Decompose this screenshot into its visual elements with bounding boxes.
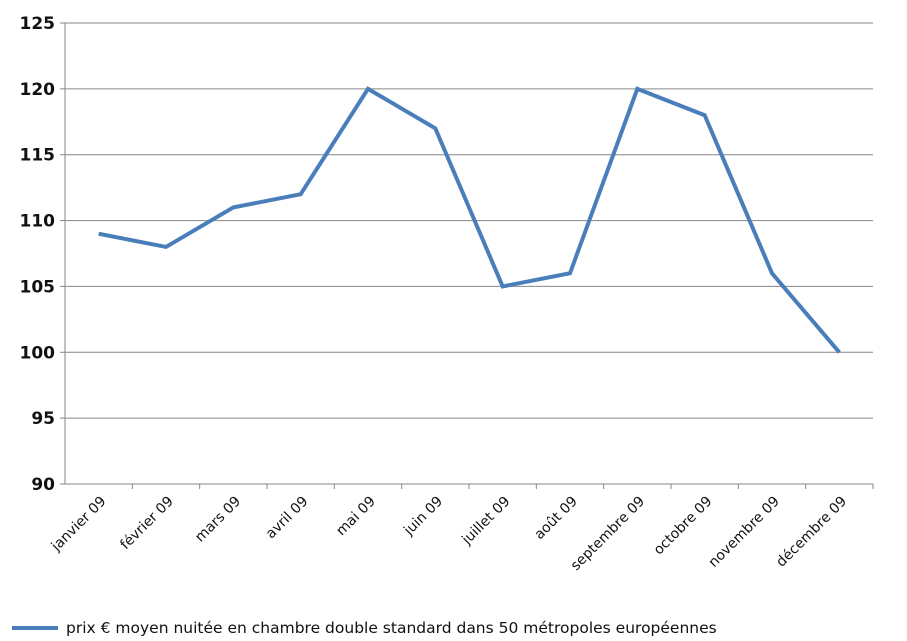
x-tick-label: août 09 <box>531 494 580 543</box>
x-tick-label: novembre 09 <box>706 494 783 571</box>
y-tick-label: 110 <box>20 212 56 232</box>
x-tick-label: mars 09 <box>192 494 244 546</box>
y-tick-label: 105 <box>20 277 56 297</box>
legend-label: prix € moyen nuitée en chambre double st… <box>66 619 717 637</box>
series-line <box>98 86 841 354</box>
x-tick-label: octobre 09 <box>651 494 716 559</box>
x-tick-label: février 09 <box>117 494 176 553</box>
y-tick-label: 115 <box>20 146 56 166</box>
y-tick-label: 90 <box>31 475 55 495</box>
series-layer <box>98 86 841 354</box>
x-tick-labels: janvier 09 février 09 mars 09 avril 09 mai 0… <box>48 494 850 574</box>
x-tick-marks <box>131 484 874 489</box>
grid-lines <box>65 22 873 419</box>
y-tick-label: 95 <box>31 409 55 429</box>
x-tick-label: avril 09 <box>263 494 312 543</box>
y-tick-label: 100 <box>20 343 56 363</box>
x-tick-label: juin 09 <box>400 494 446 540</box>
x-tick-label: juillet 09 <box>458 494 513 549</box>
y-tick-label: 120 <box>20 80 56 100</box>
x-tick-label: décembre 09 <box>773 494 850 571</box>
legend: prix € moyen nuitée en chambre double st… <box>12 619 717 637</box>
y-tick-label: 125 <box>20 14 56 34</box>
x-tick-label: mai 09 <box>333 494 379 540</box>
x-tick-label: janvier 09 <box>48 494 110 556</box>
y-tick-labels: 90 95 100 105 110 115 120 125 <box>20 14 65 495</box>
